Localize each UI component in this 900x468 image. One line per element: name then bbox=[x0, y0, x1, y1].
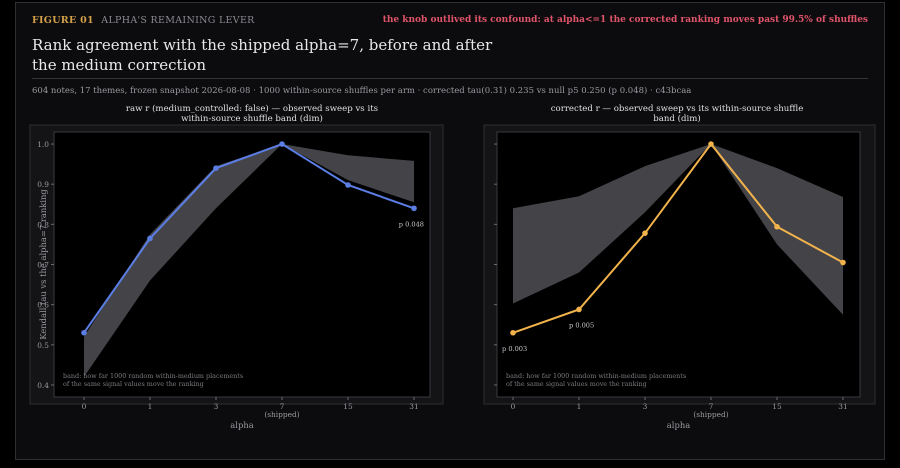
data-point bbox=[213, 165, 219, 171]
p-value-annotation: p 0.003 bbox=[502, 345, 527, 353]
figure-label: FIGURE 01 ALPHA'S REMAINING LEVER bbox=[32, 15, 255, 26]
x-axis-label: alpha bbox=[667, 420, 690, 430]
x-tick-label: 0 bbox=[511, 402, 516, 411]
figure-headline: the knob outlived its confound: at alpha… bbox=[382, 15, 868, 25]
x-tick-label: 3 bbox=[643, 402, 648, 411]
series-line bbox=[83, 142, 415, 334]
figure-number: FIGURE 01 bbox=[32, 15, 94, 26]
y-axis-label: Kendall tau vs the alpha=7 ranking bbox=[38, 189, 48, 340]
x-tick-label: 15 bbox=[772, 402, 782, 411]
chart-title-line: band (dim) bbox=[653, 113, 701, 124]
y-tick-label: 0.7 bbox=[37, 261, 49, 270]
title-divider bbox=[32, 78, 868, 79]
data-point bbox=[708, 141, 714, 147]
shuffle-band bbox=[84, 144, 414, 377]
chart-title-line: corrected r — observed sweep vs its with… bbox=[551, 104, 804, 114]
data-point bbox=[411, 205, 417, 212]
series-line bbox=[512, 142, 844, 334]
data-point bbox=[642, 230, 648, 236]
y-tick-label: 0.4 bbox=[37, 381, 49, 390]
data-point bbox=[147, 235, 153, 242]
figure-meta: 604 notes, 17 themes, frozen snapshot 20… bbox=[32, 86, 692, 96]
y-tick-label: 0.5 bbox=[37, 341, 49, 350]
data-point bbox=[774, 223, 780, 230]
x-tick-sublabel: (shipped) bbox=[693, 410, 728, 419]
x-tick-label: 31 bbox=[838, 402, 847, 411]
x-tick-label: 3 bbox=[214, 402, 219, 411]
shuffle-band bbox=[513, 144, 843, 315]
chart-title-line: raw r (medium_controlled: false) — obser… bbox=[126, 103, 378, 114]
data-point bbox=[81, 329, 87, 336]
x-tick-label: 7 bbox=[709, 402, 714, 411]
x-tick-label: 1 bbox=[577, 402, 582, 411]
y-tick-label: 0.8 bbox=[37, 220, 49, 229]
chart-title-line: within-source shuffle band (dim) bbox=[181, 113, 323, 124]
x-tick-label: 1 bbox=[148, 402, 153, 411]
y-tick-label: 0.9 bbox=[37, 180, 49, 189]
band-note: of the same signal values move the ranki… bbox=[506, 380, 647, 388]
x-axis-label: alpha bbox=[230, 420, 253, 430]
x-tick-label: 15 bbox=[343, 402, 353, 411]
y-tick-label: 0.6 bbox=[37, 301, 49, 310]
data-point bbox=[840, 259, 846, 266]
figure-subtitle: ALPHA'S REMAINING LEVER bbox=[101, 15, 255, 26]
data-point bbox=[279, 141, 285, 147]
band-note: of the same signal values move the ranki… bbox=[63, 380, 204, 388]
x-tick-label: 0 bbox=[82, 402, 87, 411]
p-value-annotation: p 0.005 bbox=[569, 321, 594, 329]
x-tick-label: 7 bbox=[280, 402, 285, 411]
data-point bbox=[345, 182, 351, 188]
x-tick-sublabel: (shipped) bbox=[264, 410, 299, 419]
figure-title: Rank agreement with the shipped alpha=7,… bbox=[32, 36, 493, 74]
x-tick-label: 31 bbox=[409, 402, 418, 411]
band-note: band: how far 1000 random within-medium … bbox=[63, 372, 243, 380]
y-tick-label: 1.0 bbox=[37, 140, 49, 149]
data-point bbox=[576, 306, 582, 313]
data-point bbox=[510, 329, 516, 336]
band-note: band: how far 1000 random within-medium … bbox=[506, 372, 686, 380]
p-value-annotation: p 0.048 bbox=[399, 220, 424, 228]
